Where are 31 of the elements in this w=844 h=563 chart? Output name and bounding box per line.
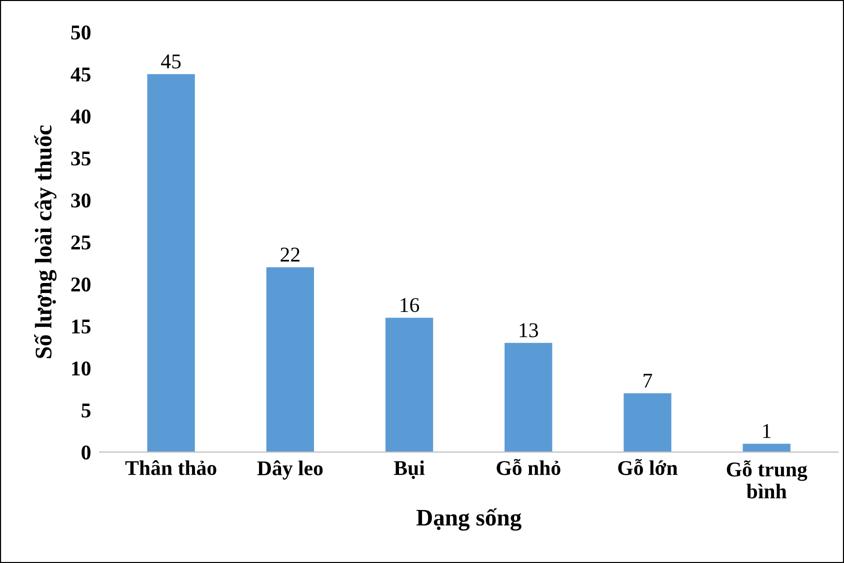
y-tick-label: 45 — [70, 68, 90, 82]
data-label: 45 — [161, 54, 181, 68]
data-label: 1 — [763, 424, 771, 438]
bar — [624, 393, 672, 452]
y-tick-label: 5 — [82, 404, 90, 418]
x-tick-label: Gỗ nhỏ — [496, 459, 560, 476]
data-label: 16 — [400, 298, 420, 312]
bar — [504, 342, 552, 452]
x-tick-label: Thân thảo — [125, 460, 216, 476]
x-tick-label: Gỗ lớn — [618, 459, 678, 476]
bar — [147, 74, 195, 452]
y-tick-label: 40 — [70, 109, 90, 124]
bar — [385, 318, 434, 452]
y-tick-label: 35 — [71, 152, 90, 166]
y-tick-label: 50 — [71, 25, 90, 40]
data-label: 22 — [280, 248, 300, 262]
y-tick-label: 15 — [72, 320, 90, 334]
y-tick-label: 20 — [71, 277, 90, 292]
y-tick-label: 30 — [71, 193, 90, 208]
bar — [742, 444, 790, 452]
data-label: 7 — [644, 374, 652, 388]
bar — [266, 267, 314, 452]
x-tick-label: Bụi — [394, 460, 425, 479]
x-tick-label: Gỗ trung bình — [726, 460, 808, 498]
y-tick-label: 0 — [82, 445, 90, 460]
x-tick-label: Dây leo — [257, 460, 323, 480]
data-label: 13 — [520, 323, 538, 338]
y-axis-title: Số lượng loài cây thuốc — [34, 125, 57, 358]
y-tick-label: 10 — [72, 361, 90, 376]
x-axis-title: Dạng sống — [416, 508, 522, 531]
y-tick-label: 25 — [71, 236, 90, 250]
